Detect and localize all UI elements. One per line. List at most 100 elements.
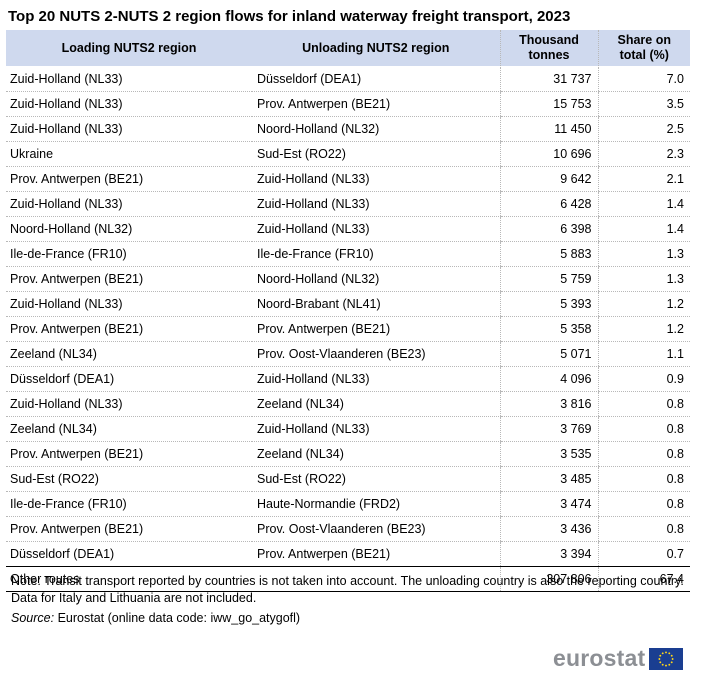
other-routes-tonnes: 307 806 [499,566,598,592]
eu-flag-star [671,657,674,660]
share-cell: 0.7 [597,541,690,567]
unloading-cell: Prov. Oost-Vlaanderen (BE23) [252,341,500,367]
tonnes-cell: 3 474 [499,491,598,517]
share-cell: 1.4 [597,191,690,217]
table-row: Sud-Est (RO22) Sud-Est (RO22) 3 485 0.8 [6,466,690,492]
share-cell: 0.8 [597,441,690,467]
unloading-cell: Zuid-Holland (NL33) [252,191,500,217]
eu-flag-star [665,664,668,667]
header-share: Share on total (%) [597,30,690,67]
other-routes-label: Other routes [6,566,252,592]
unloading-cell: Zuid-Holland (NL33) [252,366,500,392]
source-label: Source: [11,611,55,625]
unloading-cell: Zeeland (NL34) [252,391,500,417]
table-row: Ukraine Sud-Est (RO22) 10 696 2.3 [6,141,690,167]
tonnes-cell: 5 071 [499,341,598,367]
tonnes-cell: 4 096 [499,366,598,392]
table-header-row: Loading NUTS2 region Unloading NUTS2 reg… [6,30,690,67]
unloading-cell: Haute-Normandie (FRD2) [252,491,500,517]
share-cell: 1.2 [597,291,690,317]
unloading-cell: Zuid-Holland (NL33) [252,416,500,442]
tonnes-cell: 5 358 [499,316,598,342]
loading-cell: Zeeland (NL34) [6,341,252,367]
tonnes-cell: 3 485 [499,466,598,492]
share-cell: 2.3 [597,141,690,167]
loading-cell: Prov. Antwerpen (BE21) [6,441,252,467]
header-tonnes-line2: tonnes [528,48,570,62]
share-cell: 1.2 [597,316,690,342]
table-row: Zuid-Holland (NL33) Noord-Holland (NL32) 1… [6,116,690,142]
source-line: Source: Eurostat (online data code: iww_… [11,611,300,625]
tonnes-cell: 5 393 [499,291,598,317]
unloading-cell: Sud-Est (RO22) [252,466,500,492]
other-routes-blank [252,566,500,592]
table-row: Noord-Holland (NL32) Zuid-Holland (NL33) 6… [6,216,690,242]
tonnes-cell: 31 737 [499,66,598,92]
tonnes-cell: 9 642 [499,166,598,192]
eu-flag-star [668,663,671,666]
table-row: Zuid-Holland (NL33) Noord-Brabant (NL41) 5… [6,291,690,317]
table-body: Zuid-Holland (NL33) Düsseldorf (DEA1) 31 7… [6,66,690,567]
tonnes-cell: 15 753 [499,91,598,117]
unloading-cell: Noord-Brabant (NL41) [252,291,500,317]
unloading-cell: Noord-Holland (NL32) [252,116,500,142]
share-cell: 2.5 [597,116,690,142]
unloading-cell: Prov. Oost-Vlaanderen (BE23) [252,516,500,542]
share-cell: 0.8 [597,491,690,517]
share-cell: 0.8 [597,416,690,442]
tonnes-cell: 10 696 [499,141,598,167]
share-cell: 0.9 [597,366,690,392]
eu-flag-star [659,654,662,657]
table-row: Düsseldorf (DEA1) Prov. Antwerpen (BE21) 3… [6,541,690,567]
tonnes-cell: 3 816 [499,391,598,417]
unloading-cell: Prov. Antwerpen (BE21) [252,316,500,342]
table-row: Zuid-Holland (NL33) Prov. Antwerpen (BE21… [6,91,690,117]
tonnes-cell: 5 759 [499,266,598,292]
eu-flag-star [668,651,671,654]
eu-flag-star [665,650,668,653]
tonnes-cell: 3 436 [499,516,598,542]
table-row: Zeeland (NL34) Zuid-Holland (NL33) 3 769 0.… [6,416,690,442]
loading-cell: Ile-de-France (FR10) [6,241,252,267]
eu-flag-star [671,654,674,657]
table-row: Prov. Antwerpen (BE21) Zuid-Holland (NL33… [6,166,690,192]
header-share-line2: total (%) [619,48,669,62]
unloading-cell: Prov. Antwerpen (BE21) [252,91,500,117]
header-loading: Loading NUTS2 region [6,30,252,67]
loading-cell: Zuid-Holland (NL33) [6,391,252,417]
table-row: Prov. Antwerpen (BE21) Noord-Holland (NL3… [6,266,690,292]
header-share-line1: Share on [617,33,672,47]
eu-flag-star [662,663,664,666]
table-row: Prov. Antwerpen (BE21) Prov. Oost-Vlaande… [6,516,690,542]
table-row: Ile-de-France (FR10) Haute-Normandie (FRD… [6,491,690,517]
eu-flag-star [658,657,661,660]
share-cell: 2.1 [597,166,690,192]
header-unloading: Unloading NUTS2 region [252,30,500,67]
loading-cell: Düsseldorf (DEA1) [6,541,252,567]
loading-cell: Zuid-Holland (NL33) [6,191,252,217]
share-cell: 1.4 [597,216,690,242]
table-title: Top 20 NUTS 2-NUTS 2 region flows for in… [8,8,571,25]
header-tonnes: Thousand tonnes [499,30,598,67]
tonnes-cell: 11 450 [499,116,598,142]
unloading-cell: Ile-de-France (FR10) [252,241,500,267]
loading-cell: Noord-Holland (NL32) [6,216,252,242]
header-tonnes-line1: Thousand [519,33,579,47]
table-row: Ile-de-France (FR10) Ile-de-France (FR10)… [6,241,690,267]
other-routes-row: Other routes 307 806 67.4 [6,566,690,592]
unloading-cell: Sud-Est (RO22) [252,141,500,167]
loading-cell: Ukraine [6,141,252,167]
unloading-cell: Zeeland (NL34) [252,441,500,467]
loading-cell: Zuid-Holland (NL33) [6,91,252,117]
share-cell: 0.8 [597,516,690,542]
loading-cell: Prov. Antwerpen (BE21) [6,316,252,342]
eu-flag-icon [649,647,684,670]
tonnes-cell: 6 428 [499,191,598,217]
share-cell: 1.3 [597,241,690,267]
share-cell: 0.8 [597,466,690,492]
flows-table: Loading NUTS2 region Unloading NUTS2 reg… [6,30,690,592]
tonnes-cell: 3 535 [499,441,598,467]
table-row: Zuid-Holland (NL33) Düsseldorf (DEA1) 31 7… [6,66,690,92]
tonnes-cell: 3 394 [499,541,598,567]
table-note: Note: Transit transport reported by coun… [11,574,684,605]
